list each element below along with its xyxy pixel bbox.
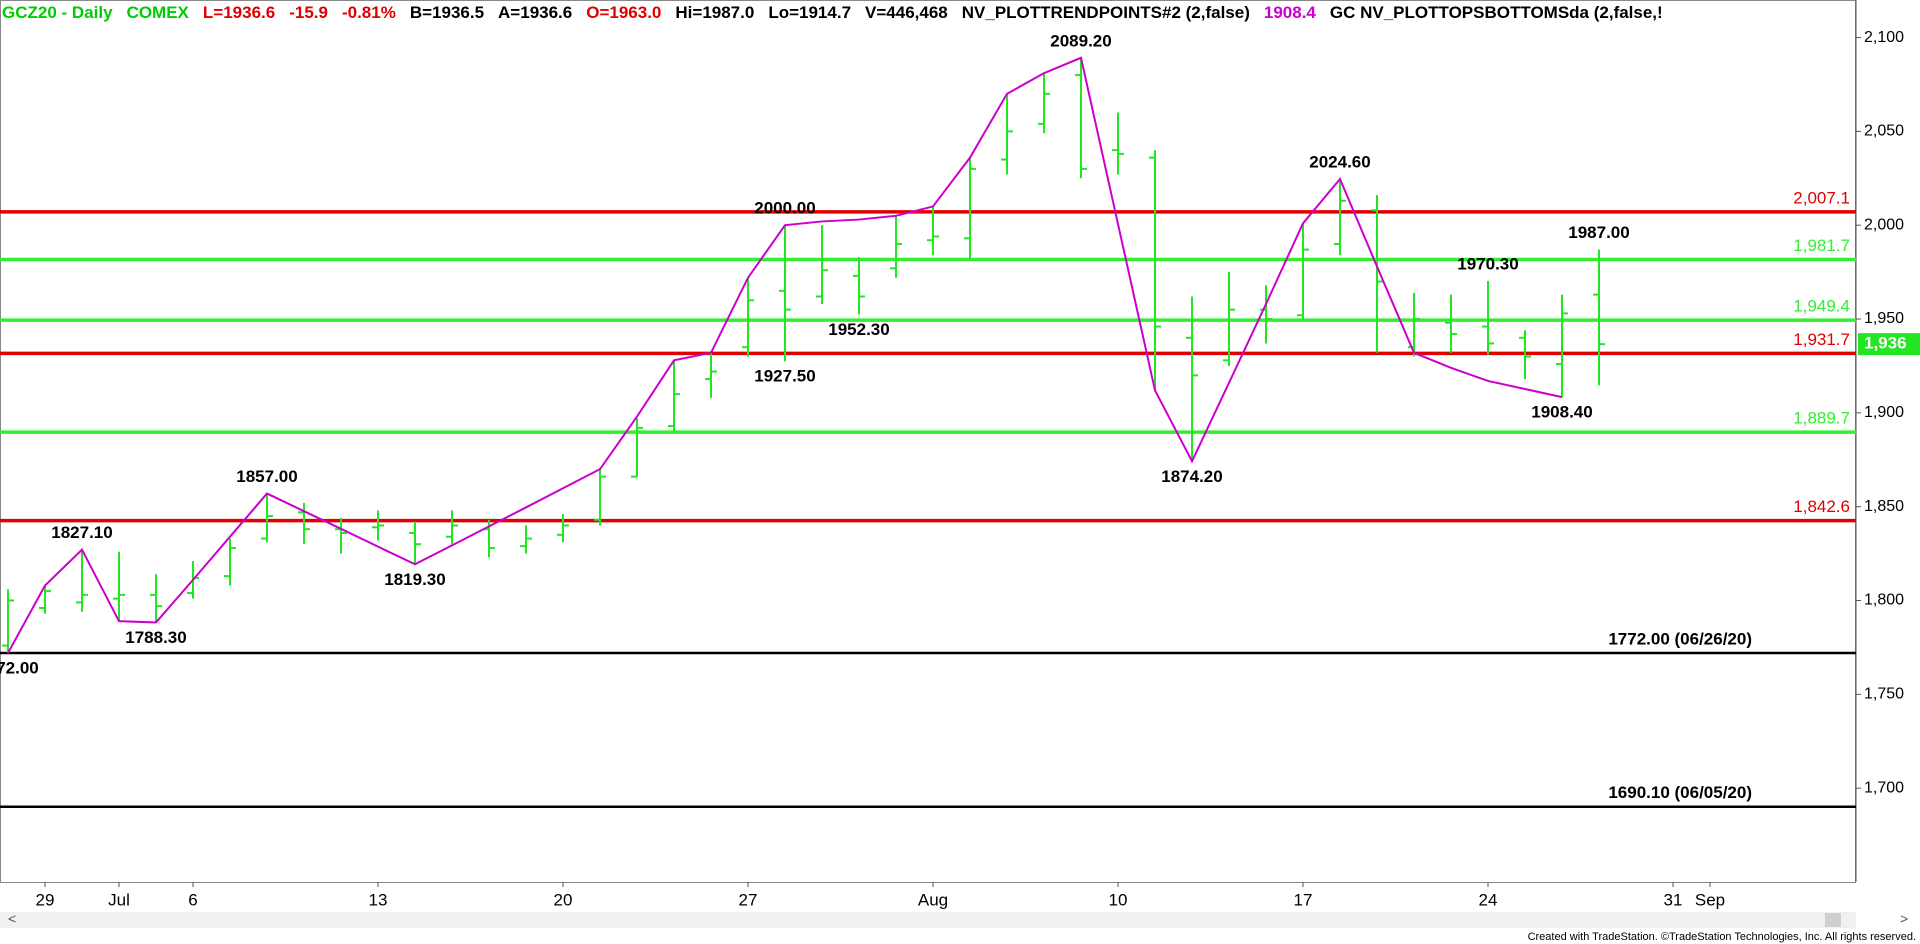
x-tick-label: 10 [1109,890,1128,909]
header-item: Hi=1987.0 [675,3,755,22]
top-label: 2024.60 [1309,153,1370,172]
header-item: A=1936.6 [498,3,573,22]
bottom-label: 1772.00 [0,659,39,678]
plot-frame [0,0,1856,883]
header-item: NV_PLOTTRENDPOINTS#2 (2,false) [961,3,1250,22]
scroll-thumb[interactable] [1825,913,1841,927]
bottom-label: 1908.40 [1531,403,1592,422]
header-item: -15.9 [289,3,328,22]
top-label: 2000.00 [754,199,815,218]
header-item: GCZ20 - Daily [2,3,113,22]
y-tick-label: 2,000 [1864,216,1904,233]
scroll-left[interactable]: < [8,911,16,927]
top-label: 2089.20 [1050,31,1111,50]
x-tick-label: 31 [1664,890,1683,909]
level-label: 1,931.7 [1793,330,1850,349]
y-tick-label: 1,700 [1864,779,1904,796]
x-tick-label: 20 [554,890,573,909]
header-item: 1908.4 [1263,3,1316,22]
y-tick-label: 1,900 [1864,404,1904,421]
header-item: Lo=1914.7 [768,3,852,22]
level-label: 1,889.7 [1793,409,1850,428]
level-label: 1690.10 (06/05/20) [1608,783,1752,802]
y-tick-label: 1,800 [1864,592,1904,609]
y-tick-label: 1,850 [1864,498,1904,515]
header: GCZ20 - Daily COMEX L=1936.6 -15.9 -0.81% B=1… [2,3,1854,27]
x-tick-label: 29 [36,890,55,909]
top-label: 1857.00 [236,467,297,486]
bottom-label: 1819.30 [384,570,445,589]
footer: Created with TradeStation. ©TradeStation… [1528,931,1916,943]
top-label: 1970.30 [1457,254,1518,273]
header-item: -0.81% [341,3,396,22]
top-label: 1827.10 [51,523,112,542]
level-label: 1,981.7 [1793,236,1850,255]
header-item: O=1963.0 [586,3,662,22]
header-item: V=446,468 [865,3,948,22]
x-tick-label: Aug [918,890,948,909]
x-tick-label: Sep [1695,890,1725,909]
bottom-label: 1874.20 [1161,467,1222,486]
y-tick-label: 1,950 [1864,310,1904,327]
x-tick-label: 13 [369,890,388,909]
y-tick-label: 1,750 [1864,686,1904,703]
header-item: GC NV_PLOTTOPSBOTTOMSda (2,false,! [1329,3,1663,22]
level-label: 1,842.6 [1793,497,1850,516]
header-item: L=1936.6 [202,3,276,22]
bottom-label: 1788.30 [125,628,186,647]
bottom-label: 1952.30 [828,320,889,339]
level-label: 1772.00 (06/26/20) [1608,630,1752,649]
top-label: 1987.00 [1568,223,1629,242]
x-tick-label: 24 [1479,890,1498,909]
header-item: B=1936.5 [409,3,485,22]
bottom-label: 1927.50 [754,367,815,386]
y-tick-label: 2,100 [1864,29,1904,46]
x-tick-label: 6 [188,890,197,909]
y-tick-label: 2,050 [1864,123,1904,140]
x-tick-label: 27 [739,890,758,909]
x-tick-label: 17 [1294,890,1313,909]
last-price-label: 1,936 [1864,334,1907,353]
level-label: 2,007.1 [1793,188,1850,207]
x-tick-label: Jul [108,890,130,909]
level-label: 1,949.4 [1793,297,1850,316]
scrollbar[interactable] [0,912,1856,928]
scroll-right[interactable]: > [1900,911,1908,927]
trend-line [7,56,1563,654]
header-item: COMEX [126,3,189,22]
last-price-box [1858,333,1920,356]
